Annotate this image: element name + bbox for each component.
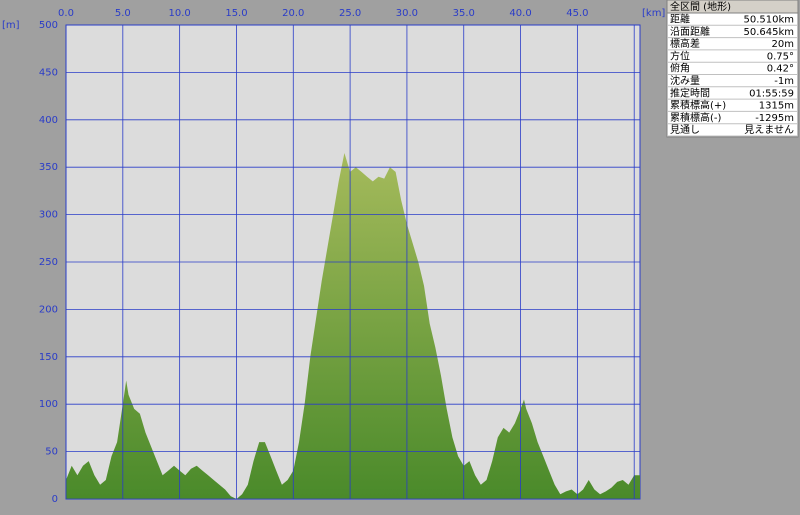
y-tick-label: 400 [39, 115, 58, 126]
row-value: 0.75° [767, 51, 794, 62]
row-value: 見えません [744, 124, 794, 136]
row-label: 推定時間 [670, 86, 710, 99]
x-tick-label: 30.0 [396, 8, 418, 19]
y-tick-label: 350 [39, 162, 58, 173]
x-tick-label: 10.0 [169, 8, 191, 19]
row-value: 01:55:59 [749, 88, 794, 99]
row-label: 沿面距離 [670, 25, 710, 38]
row-label: 見通し [670, 124, 700, 136]
x-unit: [km] [642, 8, 665, 19]
x-tick-label: 35.0 [453, 8, 475, 19]
row-label: 俯角 [670, 62, 690, 75]
x-tick-label: 0.0 [58, 8, 74, 19]
y-tick-label: 200 [39, 304, 58, 315]
y-tick-label: 300 [39, 210, 58, 221]
x-tick-label: 40.0 [509, 8, 531, 19]
y-unit: [m] [2, 20, 20, 31]
row-label: 方位 [670, 49, 690, 62]
y-tick-label: 250 [39, 257, 58, 268]
row-label: 累積標高(+) [670, 99, 726, 112]
x-tick-label: 25.0 [339, 8, 361, 19]
y-tick-label: 450 [39, 67, 58, 78]
row-value: -1295m [755, 113, 794, 124]
y-tick-label: 50 [45, 447, 58, 458]
info-panel: 全区間 (地形) 距離 50.510km 沿面距離 50.645km 標高差 20m 方位 0… [666, 0, 799, 138]
row-label: 標高差 [670, 37, 700, 50]
row-label: 沈み量 [670, 74, 700, 87]
y-tick-label: 150 [39, 352, 58, 363]
row-value: 0.42° [767, 64, 794, 75]
x-tick-label: 15.0 [225, 8, 247, 19]
x-tick-label: 45.0 [566, 8, 588, 19]
elevation-area [66, 153, 640, 499]
row-value: -1m [774, 76, 794, 87]
x-tick-label: 20.0 [282, 8, 304, 19]
y-tick-label: 0 [52, 494, 58, 505]
y-tick-label: 500 [39, 20, 58, 31]
row-value: 50.510km [743, 15, 794, 26]
row-value: 20m [772, 39, 794, 50]
row-label: 累積標高(-) [670, 111, 722, 124]
row-value: 50.645km [743, 27, 794, 38]
x-tick-label: 5.0 [115, 8, 131, 19]
panel-title: 全区間 (地形) [670, 0, 731, 13]
y-tick-label: 100 [39, 399, 58, 410]
row-value: 1315m [759, 101, 794, 112]
row-label: 距離 [670, 13, 690, 26]
